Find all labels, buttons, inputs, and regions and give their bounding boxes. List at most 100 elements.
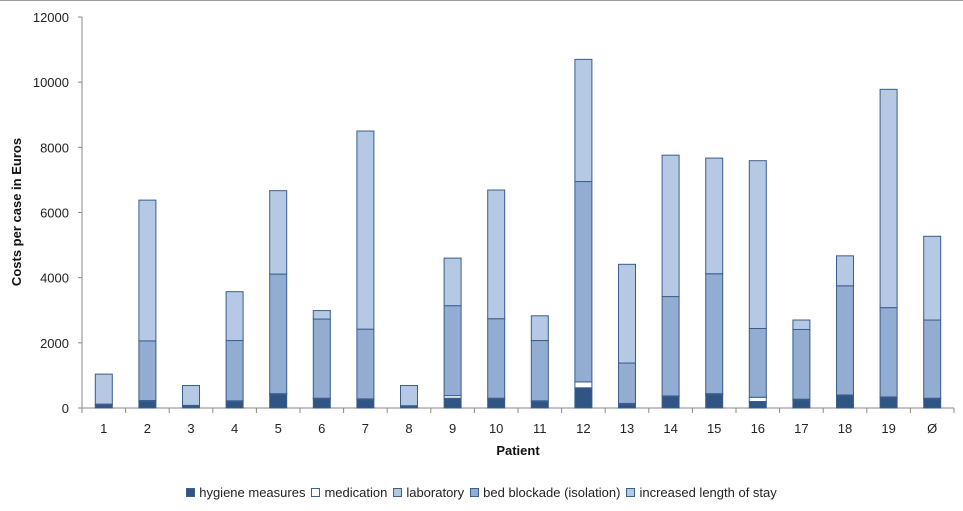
legend-label: laboratory [406,485,465,500]
x-tick-label: 8 [405,421,412,436]
bar-segment-increased-length-of-stay [400,385,418,407]
bar-segment-hygiene-measures [487,398,506,409]
x-tick-label: 3 [187,421,194,436]
bar-segment-hygiene-measures [705,393,724,409]
legend-swatch [393,488,403,497]
x-tick-label: 10 [489,421,503,436]
x-tick-label: 9 [449,421,456,436]
bar-segment-increased-length-of-stay [879,88,898,309]
bar-segment-hygiene-measures [530,400,549,409]
bar-segment-increased-length-of-stay [705,157,724,275]
y-tick-label: 0 [62,401,69,416]
bar-segment-hygiene-measures [225,400,244,409]
bar-segment-hygiene-measures [836,395,854,409]
x-tick-label: 4 [231,421,238,436]
bar-segment-bed-blockade-isolation [530,340,549,402]
x-tick-label: 5 [275,421,282,436]
bar-segment-increased-length-of-stay [487,189,506,320]
top-border [0,0,963,1]
bar-segment-medication [748,396,767,402]
bar-segment-hygiene-measures [879,397,898,409]
bar-segment-hygiene-measures [574,387,593,409]
x-tick-label: 16 [751,421,765,436]
bar-segment-hygiene-measures [312,398,331,409]
legend-label: increased length of stay [639,485,777,500]
bar-segment-increased-length-of-stay [312,310,331,320]
x-tick-label: 2 [144,421,151,436]
bar-segment-bed-blockade-isolation [225,340,244,402]
legend-swatch [186,488,196,497]
bar-segment-increased-length-of-stay [836,255,854,287]
bar-segment-hygiene-measures [269,393,288,409]
bar-segment-bed-blockade-isolation [312,318,331,399]
bar-segment-hygiene-measures [923,398,942,409]
bar-segment-bed-blockade-isolation [443,305,462,397]
legend-swatch [311,488,321,497]
legend-item: bed blockade (isolation) [470,485,620,500]
x-tick-label: 17 [794,421,808,436]
x-tick-label: 12 [576,421,590,436]
bar-segment-increased-length-of-stay [923,235,942,321]
bar-segment-hygiene-measures [618,403,636,409]
bar-segment-bed-blockade-isolation [138,340,157,402]
x-tick-label: 1 [100,421,107,436]
bar-segment-increased-length-of-stay [269,190,288,275]
bar-segment-increased-length-of-stay [618,263,636,364]
bar-segment-bed-blockade-isolation [923,319,942,399]
bar-segment-increased-length-of-stay [530,315,549,342]
bar-segment-bed-blockade-isolation [574,181,593,383]
y-tick-label: 8000 [40,140,69,155]
bar-segment-increased-length-of-stay [225,291,244,342]
x-tick-label: 11 [533,421,547,436]
x-tick-label: 7 [362,421,369,436]
bar-segment-bed-blockade-isolation [269,273,288,395]
y-tick-label: 2000 [40,336,69,351]
y-axis-title: Costs per case in Euros [9,138,24,286]
bars-layer [94,58,942,409]
x-tick-label: 19 [881,421,895,436]
bar-segment-increased-length-of-stay [356,130,375,330]
x-tick-label: Ø [927,421,937,436]
bar-segment-increased-length-of-stay [792,319,811,330]
x-tick-label: 18 [838,421,852,436]
bar-segment-increased-length-of-stay [138,199,157,342]
bar-segment-bed-blockade-isolation [618,362,636,404]
bar-segment-increased-length-of-stay [182,385,200,406]
bar-segment-bed-blockade-isolation [748,327,767,398]
legend-item: increased length of stay [626,485,777,500]
bar-segment-bed-blockade-isolation [661,296,680,397]
x-tick-label: 14 [663,421,677,436]
bar-segment-hygiene-measures [138,400,157,409]
bar-segment-increased-length-of-stay [574,58,593,183]
legend-label: hygiene measures [199,485,306,500]
bar-segment-hygiene-measures [748,400,767,409]
y-tick-label: 6000 [40,206,69,221]
legend-label: bed blockade (isolation) [483,485,621,500]
bar-segment-hygiene-measures [443,397,462,409]
y-tick-label: 12000 [33,10,69,25]
bar-segment-bed-blockade-isolation [879,307,898,398]
x-axis-title: Patient [496,443,540,458]
y-tick-label: 10000 [33,75,69,90]
bar-segment-medication [574,381,593,389]
bar-segment-bed-blockade-isolation [836,285,854,396]
bar-segment-bed-blockade-isolation [487,318,506,399]
bar-segment-increased-length-of-stay [94,373,113,405]
bar-segment-increased-length-of-stay [748,160,767,329]
x-tick-label: 15 [707,421,721,436]
legend-item: laboratory [393,485,464,500]
bar-segment-hygiene-measures [661,396,680,409]
bar-segment-hygiene-measures [356,399,375,409]
legend-label: medication [324,485,388,500]
legend-item: hygiene measures [186,485,305,500]
bar-segment-hygiene-measures [792,399,811,409]
y-tick-label: 4000 [40,271,69,286]
bar-segment-bed-blockade-isolation [792,328,811,400]
bar-segment-increased-length-of-stay [443,257,462,307]
legend-item: medication [311,485,387,500]
legend-swatch [626,488,636,497]
legend-swatch [470,488,480,497]
bar-segment-bed-blockade-isolation [356,328,375,400]
legend: hygiene measures medication laboratory bed … [0,485,963,500]
